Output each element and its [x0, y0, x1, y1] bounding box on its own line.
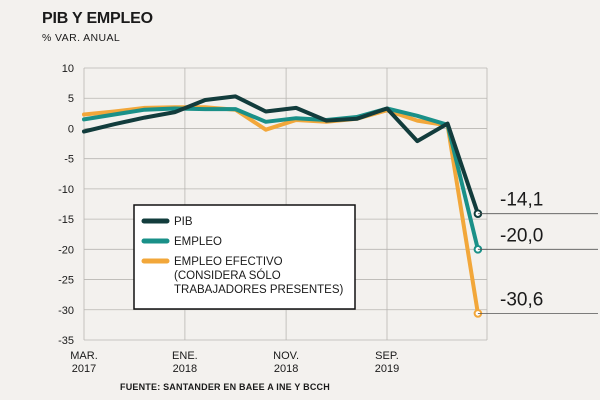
source-note: FUENTE: SANTANDER EN BAEE A INE Y BCCH [120, 382, 330, 392]
x-tick-label: ENE. 2018 [172, 350, 198, 375]
series-line-pib [82, 94, 480, 216]
x-tick-label: SEP. 2019 [375, 350, 399, 375]
x-tick-label: NOV. 2018 [273, 350, 299, 375]
y-tick-label: -5 [64, 154, 74, 166]
chart-subtitle: % VAR. ANUAL [42, 32, 121, 44]
legend-box [133, 204, 356, 310]
end-value-label: -14,1 [500, 190, 543, 211]
legend-label: EMPLEO [174, 236, 222, 248]
y-tick-label: -20 [58, 244, 74, 256]
y-tick-label: 5 [68, 93, 74, 105]
end-value-labels: -14,1 -20,0 -30,6 [477, 190, 598, 314]
y-tick-label: -35 [58, 335, 74, 347]
y-axis-ticks: 10 5 0 -5 -10 -15 -20 -25 -30 -35 [58, 63, 74, 347]
end-value-label: -30,6 [500, 289, 543, 310]
y-tick-label: -15 [58, 214, 74, 226]
series-lines [82, 94, 483, 318]
legend: PIB EMPLEO EMPLEO EFECTIVO (CONSIDERA SÓLO T… [133, 204, 356, 310]
y-tick-label: 0 [68, 123, 74, 135]
y-tick-label: -30 [58, 305, 74, 317]
grid-lines [83, 67, 488, 341]
chart-title: PIB Y EMPLEO [42, 10, 153, 27]
legend-label: PIB [174, 216, 193, 228]
y-tick-label: -25 [58, 275, 74, 287]
legend-label: EMPLEO EFECTIVO (CONSIDERA SÓLO TRABAJADOR… [174, 256, 344, 296]
y-tick-label: 10 [62, 63, 74, 75]
series-line-empleo [82, 106, 480, 252]
x-axis-ticks: MAR. 2017 ENE. 2018 NOV. 2018 SEP. 2019 [70, 350, 399, 375]
end-value-label: -20,0 [500, 225, 543, 246]
x-tick-label: MAR. 2017 [70, 350, 98, 375]
y-tick-label: -10 [58, 184, 74, 196]
